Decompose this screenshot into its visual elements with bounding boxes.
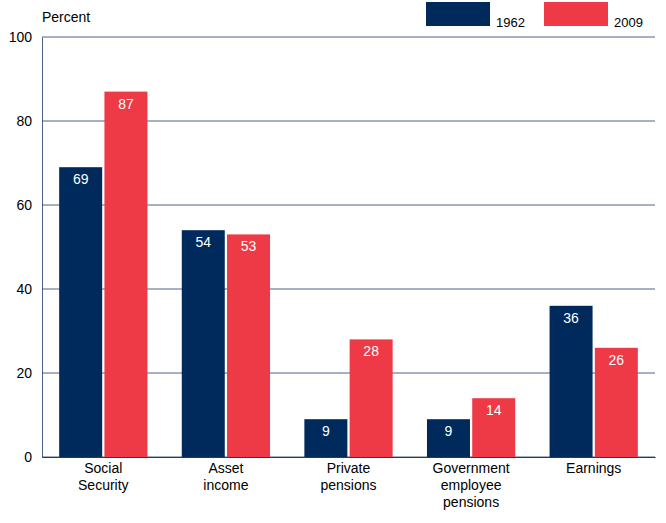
legend-label: 2009 xyxy=(614,15,643,30)
y-axis: 0 20 40 60 80 100 xyxy=(9,29,43,465)
x-axis: SocialSecurityAssetincomePrivatepensions… xyxy=(43,457,656,510)
legend-label: 1962 xyxy=(496,15,525,30)
bar xyxy=(427,419,470,457)
bar xyxy=(304,419,347,457)
x-tick-label: SocialSecurity xyxy=(78,460,129,493)
y-tick-label: 20 xyxy=(16,365,32,381)
data-label: 69 xyxy=(73,171,89,187)
y-tick: 0 xyxy=(24,449,42,465)
bar xyxy=(227,234,270,457)
x-tick-label-line: Asset xyxy=(208,460,243,476)
bar xyxy=(182,230,225,457)
y-tick: 40 xyxy=(16,281,42,297)
x-tick-label-line: pensions xyxy=(320,477,376,493)
x-tick: Assetincome xyxy=(203,457,248,493)
x-tick-label: Privatepensions xyxy=(320,460,376,493)
x-tick: SocialSecurity xyxy=(78,457,129,493)
y-tick-label: 0 xyxy=(24,449,32,465)
data-label: 9 xyxy=(445,423,453,439)
y-tick: 20 xyxy=(16,365,42,381)
data-label: 54 xyxy=(195,234,211,250)
x-tick-label-line: Social xyxy=(84,460,122,476)
bar xyxy=(59,167,102,457)
y-tick-label: 40 xyxy=(16,281,32,297)
legend: 1962 2009 xyxy=(426,2,643,30)
data-label: 9 xyxy=(322,423,330,439)
y-axis-line xyxy=(42,38,43,458)
x-tick-label-line: Government xyxy=(433,460,510,476)
bar xyxy=(472,398,515,457)
bar xyxy=(595,348,638,457)
y-tick-label: 100 xyxy=(9,29,33,45)
x-tick-label: Assetincome xyxy=(203,460,248,493)
y-tick: 100 xyxy=(9,29,42,45)
data-label: 36 xyxy=(563,310,579,326)
bar xyxy=(350,339,393,457)
grid xyxy=(42,37,655,457)
x-tick-label-line: employee xyxy=(441,477,502,493)
x-tick-label-line: Earnings xyxy=(566,460,621,476)
y-tick-label: 60 xyxy=(16,197,32,213)
chart: 0 20 40 60 80 100 Percent SocialSecurity Assetin… xyxy=(0,0,666,523)
y-tick: 80 xyxy=(16,113,42,129)
legend-swatch xyxy=(544,2,608,26)
x-tick-label-line: Security xyxy=(78,477,129,493)
data-labels: 69 54 9 9 36 87 53 28 14 26 xyxy=(73,96,624,440)
x-tick: Governmentemployeepensions xyxy=(433,457,510,510)
bar xyxy=(550,306,593,457)
legend-swatch xyxy=(426,2,490,26)
x-tick: Privatepensions xyxy=(320,457,376,493)
y-axis-title: Percent xyxy=(42,9,90,25)
data-label: 14 xyxy=(486,402,502,418)
data-label: 28 xyxy=(363,343,379,359)
data-label: 53 xyxy=(241,238,257,254)
x-tick: Earnings xyxy=(566,457,621,476)
x-tick-label: Earnings xyxy=(566,460,621,476)
data-label: 87 xyxy=(118,96,134,112)
x-tick-label: Governmentemployeepensions xyxy=(433,460,510,510)
x-tick-label-line: Private xyxy=(327,460,371,476)
bar xyxy=(104,92,147,457)
y-tick-label: 80 xyxy=(16,113,32,129)
data-label: 26 xyxy=(609,352,625,368)
x-tick-label-line: income xyxy=(203,477,248,493)
grid-line xyxy=(42,37,655,38)
x-tick-label-line: pensions xyxy=(443,494,499,510)
bars xyxy=(59,92,638,457)
x-axis-line xyxy=(43,457,656,458)
y-tick: 60 xyxy=(16,197,42,213)
